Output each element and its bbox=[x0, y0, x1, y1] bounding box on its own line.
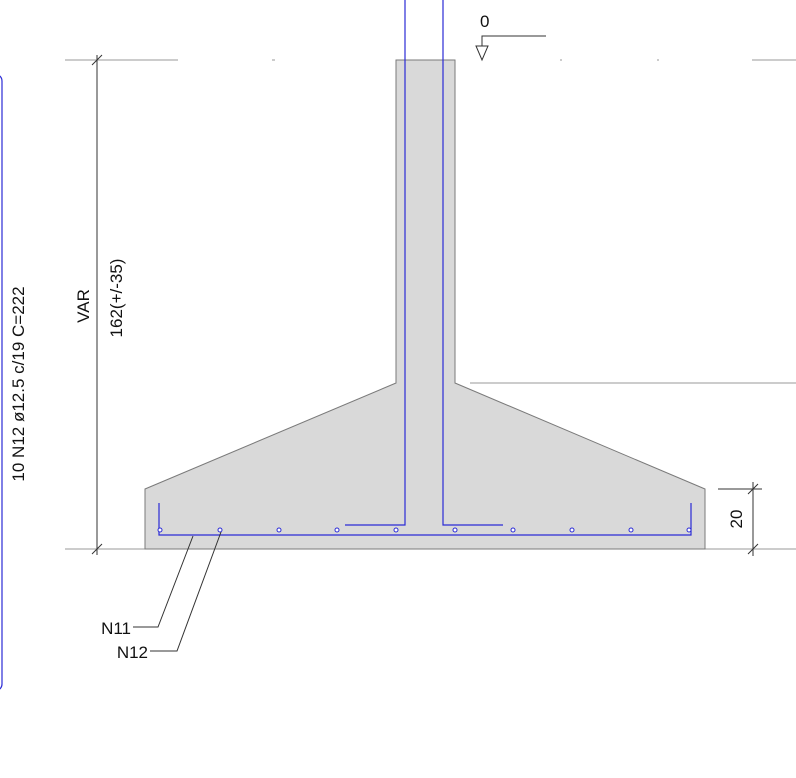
level-marker: 0 bbox=[475, 12, 546, 62]
bottom-bar-n11 bbox=[158, 503, 692, 536]
thickness-dimension bbox=[718, 482, 762, 556]
bottom-bar-dots bbox=[157, 527, 692, 533]
rebar-dot bbox=[393, 527, 399, 533]
n12-leader bbox=[150, 531, 222, 652]
rebar-dot bbox=[510, 527, 516, 533]
rebar-dot bbox=[452, 527, 458, 533]
rebar-dot bbox=[686, 527, 692, 533]
height-value-label: 162(+/-35) bbox=[107, 259, 126, 338]
rebar-dot bbox=[157, 527, 163, 533]
bar-callouts bbox=[133, 531, 222, 652]
level-marker-leader bbox=[481, 35, 546, 56]
column-bar-right bbox=[442, 0, 503, 526]
rebar bbox=[157, 0, 692, 536]
n11-label: N11 bbox=[101, 619, 131, 638]
rebar-dot bbox=[217, 527, 223, 533]
thickness-tick-top bbox=[747, 483, 759, 495]
rebar-dot bbox=[276, 527, 282, 533]
schedule-bracket bbox=[0, 75, 3, 690]
thickness-label: 20 bbox=[727, 510, 746, 529]
n12-label: N12 bbox=[117, 643, 148, 662]
thickness-tick-bottom bbox=[747, 543, 759, 555]
rebar-schedule-label: 10 N12 ø12.5 c/19 C=222 bbox=[9, 286, 28, 481]
footing-concrete-section bbox=[144, 59, 706, 550]
height-dimension bbox=[91, 54, 103, 555]
column-bar-left bbox=[345, 0, 406, 526]
height-var-label: VAR bbox=[74, 289, 93, 323]
reference-lines bbox=[65, 59, 796, 550]
level-label: 0 bbox=[480, 12, 489, 31]
rebar-dot bbox=[569, 527, 575, 533]
height-tick-top bbox=[91, 54, 103, 66]
rebar-dot bbox=[334, 527, 340, 533]
rebar-dot bbox=[628, 527, 634, 533]
level-marker-arrow bbox=[475, 45, 489, 62]
height-tick-bottom bbox=[91, 543, 103, 555]
n11-leader bbox=[133, 535, 194, 628]
